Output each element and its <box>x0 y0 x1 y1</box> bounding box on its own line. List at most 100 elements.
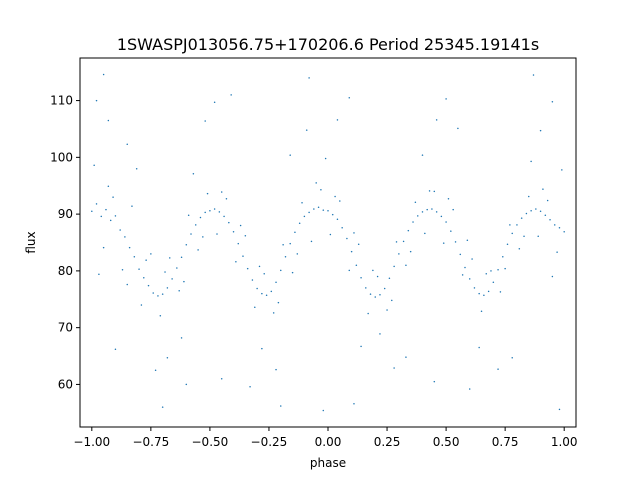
data-point <box>367 312 369 315</box>
data-point <box>180 337 183 339</box>
data-point <box>528 195 530 198</box>
data-point <box>140 304 143 306</box>
data-point <box>357 243 360 245</box>
data-point <box>213 208 216 210</box>
data-point <box>433 380 436 383</box>
data-point <box>289 154 291 156</box>
data-point <box>331 213 334 216</box>
data-point <box>388 277 391 280</box>
data-point <box>523 235 525 238</box>
data-point <box>360 345 362 348</box>
data-point <box>282 244 284 246</box>
data-point <box>468 278 471 280</box>
data-point <box>112 196 114 198</box>
data-point <box>386 309 388 311</box>
data-point <box>305 129 308 131</box>
data-point <box>464 266 466 269</box>
data-point <box>289 242 291 245</box>
x-tick-label: −0.75 <box>132 435 169 449</box>
data-point <box>199 216 202 219</box>
data-point <box>447 198 450 200</box>
data-point <box>275 281 277 283</box>
y-tick-label: 80 <box>58 264 73 278</box>
x-tick-label: −0.50 <box>192 435 229 449</box>
data-point <box>98 273 100 276</box>
data-point <box>322 409 325 412</box>
data-point <box>473 287 476 289</box>
data-point <box>383 287 386 290</box>
data-point <box>348 96 351 99</box>
data-point <box>327 209 329 212</box>
data-point <box>197 249 199 251</box>
data-point <box>154 369 157 371</box>
data-point <box>525 212 528 215</box>
data-point <box>308 211 310 214</box>
data-point <box>147 284 150 287</box>
data-point <box>159 314 162 317</box>
data-point <box>535 208 537 210</box>
data-point <box>520 217 523 219</box>
x-tick-label: 0.00 <box>315 435 342 449</box>
x-tick-label: 0.25 <box>374 435 401 449</box>
data-point <box>329 233 332 236</box>
data-point <box>176 267 178 269</box>
data-point <box>409 250 412 253</box>
data-point <box>102 73 105 76</box>
data-point <box>298 222 301 224</box>
y-tick-label: 90 <box>58 207 73 221</box>
data-point <box>395 241 398 243</box>
data-point <box>185 383 188 386</box>
data-point <box>374 296 376 298</box>
data-point <box>213 101 216 104</box>
data-point <box>178 290 180 292</box>
data-points <box>91 73 565 412</box>
data-point <box>246 267 249 270</box>
data-point <box>414 201 417 203</box>
data-point <box>161 293 164 295</box>
data-point <box>421 154 424 156</box>
data-point <box>480 310 483 312</box>
data-point <box>131 205 133 207</box>
data-point <box>539 210 542 213</box>
data-point <box>157 295 159 297</box>
data-point <box>265 294 268 297</box>
x-tick-label: 1.00 <box>551 435 578 449</box>
y-tick-label: 70 <box>58 321 73 335</box>
data-point <box>272 312 275 314</box>
data-point <box>223 215 225 218</box>
data-point <box>317 206 320 209</box>
data-point <box>232 230 235 233</box>
data-point <box>516 224 518 226</box>
data-point <box>433 190 436 193</box>
data-point <box>145 259 147 261</box>
data-point <box>360 276 362 279</box>
data-point <box>457 127 459 130</box>
data-point <box>558 226 561 229</box>
data-point <box>150 253 152 255</box>
data-point <box>402 240 405 243</box>
data-point <box>296 253 299 255</box>
data-point <box>412 221 414 223</box>
data-point <box>121 269 124 271</box>
data-point <box>294 231 296 234</box>
data-point <box>450 230 452 232</box>
data-point <box>334 195 336 198</box>
data-point <box>105 208 107 211</box>
data-point <box>249 385 251 388</box>
data-point <box>487 290 490 293</box>
data-point <box>478 346 480 349</box>
data-point <box>204 120 206 122</box>
data-point <box>561 169 563 171</box>
data-point <box>379 333 381 335</box>
data-point <box>169 257 171 259</box>
chart-title: 1SWASPJ013056.75+170206.6 Period 25345.1… <box>117 35 539 54</box>
data-point <box>542 188 544 190</box>
data-point <box>553 224 556 226</box>
y-tick-label: 110 <box>50 94 73 108</box>
data-point <box>440 215 443 218</box>
data-point <box>93 164 95 167</box>
data-point <box>353 402 355 405</box>
data-point <box>95 99 98 102</box>
data-point <box>263 272 265 275</box>
